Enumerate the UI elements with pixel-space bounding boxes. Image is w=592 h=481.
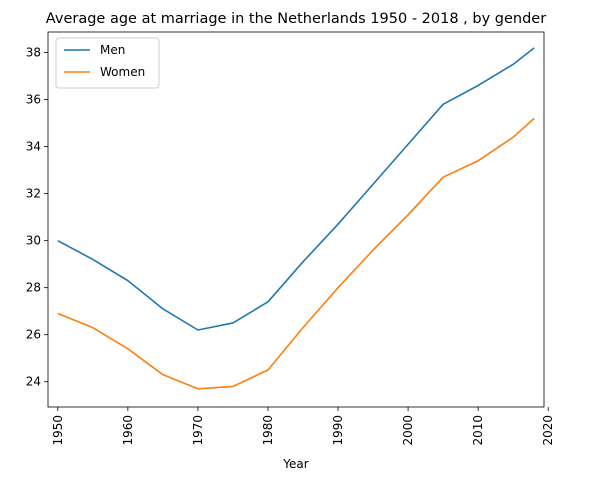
x-tick-label: 2020 <box>541 415 555 446</box>
plot-frame <box>47 31 545 408</box>
x-axis: 1950 1960 1970 1980 1990 2000 2010 2020 <box>51 407 555 446</box>
y-tick-label: 34 <box>26 140 41 154</box>
x-tick-label: 1950 <box>51 415 65 446</box>
y-axis: 24 26 28 30 32 34 36 38 <box>26 46 48 389</box>
x-axis-label: Year <box>282 457 308 471</box>
y-tick-label: 26 <box>26 328 41 342</box>
y-tick-label: 32 <box>26 187 41 201</box>
x-tick-label: 2010 <box>471 415 485 446</box>
chart-title: Average age at marriage in the Netherlan… <box>46 11 546 27</box>
legend-label-women: Women <box>100 65 145 79</box>
series-line-men <box>57 47 535 331</box>
y-tick-label: 28 <box>26 281 41 295</box>
y-tick-label: 36 <box>26 93 41 107</box>
x-tick-label: 2000 <box>401 415 415 446</box>
x-tick-label: 1980 <box>261 415 275 446</box>
legend: Men Women <box>55 37 160 89</box>
x-tick-label: 1990 <box>331 415 345 446</box>
plot-area <box>57 47 535 390</box>
legend-label-men: Men <box>100 43 125 57</box>
x-tick-label: 1960 <box>121 415 135 446</box>
x-tick-label: 1970 <box>191 415 205 446</box>
series-line-women <box>57 117 535 390</box>
y-tick-label: 38 <box>26 46 41 60</box>
y-tick-label: 30 <box>26 234 41 248</box>
y-tick-label: 24 <box>26 375 41 389</box>
